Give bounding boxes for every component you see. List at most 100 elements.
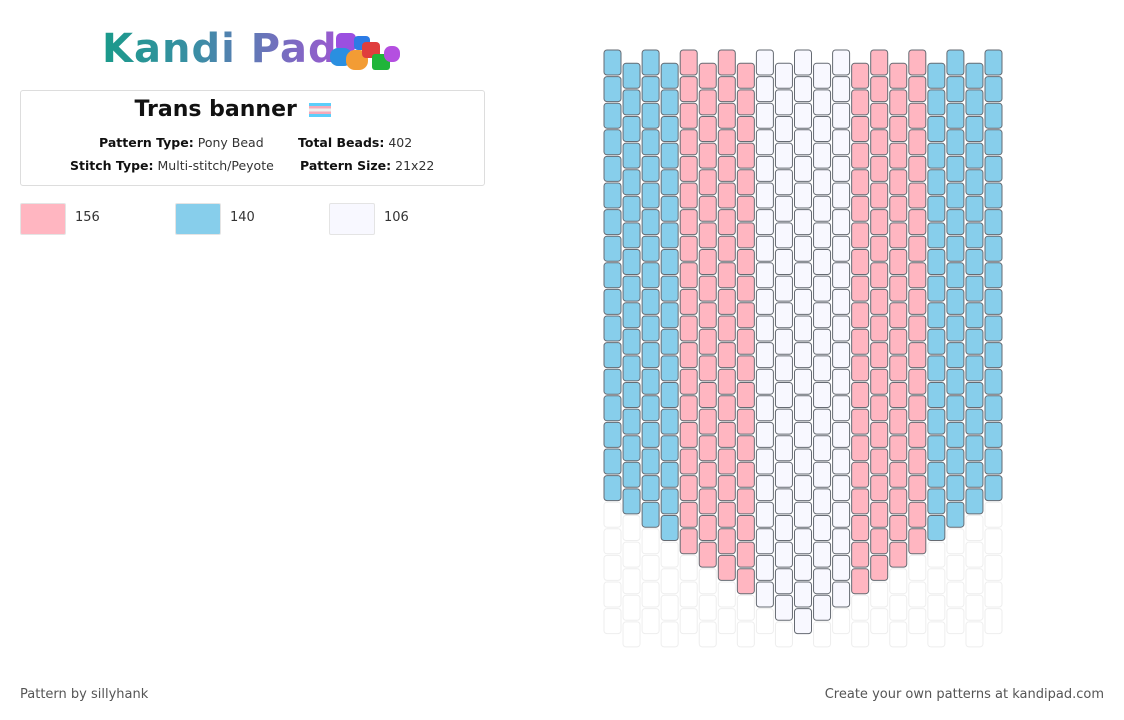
bead (813, 142, 832, 169)
bead (641, 182, 660, 209)
bead (870, 421, 889, 448)
bead (927, 355, 946, 382)
bead (813, 62, 832, 89)
bead (832, 315, 851, 342)
bead (755, 421, 774, 448)
bead (755, 528, 774, 555)
bead (717, 554, 736, 581)
bead (603, 448, 622, 475)
bead (946, 102, 965, 129)
title-row: Trans banner (0, 97, 465, 122)
bead (717, 475, 736, 502)
bead (755, 182, 774, 209)
bead (736, 116, 755, 142)
bead (603, 315, 622, 342)
bead (965, 249, 984, 275)
bead (774, 461, 793, 488)
color-swatch[interactable] (20, 203, 66, 235)
logo[interactable]: Kandi Pad (102, 26, 338, 72)
bead (927, 302, 946, 329)
empty-bead (927, 621, 946, 648)
bead (622, 302, 641, 329)
bead (660, 435, 679, 462)
bead (660, 488, 679, 515)
bead (794, 475, 812, 502)
promo-link[interactable]: Create your own patterns at kandipad.com (824, 687, 1104, 702)
bead (984, 315, 1003, 342)
bead (698, 408, 717, 435)
bead (622, 62, 641, 89)
empty-bead (774, 621, 793, 648)
bead (946, 315, 965, 342)
bead (813, 515, 832, 541)
bead (698, 382, 717, 408)
bead (717, 421, 736, 448)
empty-bead (755, 608, 774, 635)
bead (774, 275, 793, 302)
bead (870, 501, 889, 528)
bead (832, 581, 851, 608)
empty-bead (927, 568, 946, 595)
empty-bead (736, 594, 755, 621)
bead (698, 541, 717, 568)
bead (622, 488, 641, 515)
bead (774, 222, 793, 249)
empty-bead (641, 528, 660, 555)
bead (717, 155, 736, 182)
bead (889, 515, 908, 541)
bead (660, 89, 679, 116)
bead (736, 488, 755, 515)
empty-bead (965, 594, 984, 621)
bead (908, 155, 927, 182)
bead (965, 328, 984, 355)
bead (717, 528, 736, 555)
bead (889, 142, 908, 169)
bead (717, 129, 736, 156)
bead (641, 288, 660, 315)
bead (641, 129, 660, 156)
bead (889, 541, 908, 568)
bead (774, 382, 793, 408)
bead (755, 262, 774, 289)
bead (908, 395, 927, 422)
bead (870, 76, 889, 103)
bead (965, 89, 984, 116)
bead (736, 435, 755, 462)
bead (870, 209, 889, 236)
color-swatch[interactable] (329, 203, 375, 235)
bead (755, 395, 774, 422)
bead (622, 116, 641, 142)
bead (641, 49, 660, 76)
color-swatch[interactable] (175, 203, 221, 235)
bead (641, 235, 660, 262)
bead (660, 302, 679, 329)
bead (794, 421, 812, 448)
bead (965, 116, 984, 142)
bead (622, 195, 641, 222)
empty-bead (908, 581, 927, 608)
empty-bead (889, 621, 908, 648)
empty-bead (622, 594, 641, 621)
bead (603, 102, 622, 129)
empty-bead (946, 608, 965, 635)
bead (908, 209, 927, 236)
bead (946, 49, 965, 76)
bead (736, 355, 755, 382)
detail: Pattern Size: 21x22 (300, 158, 434, 173)
bead (774, 89, 793, 116)
bead (870, 448, 889, 475)
bead (870, 288, 889, 315)
bead (946, 76, 965, 103)
bead (794, 182, 812, 209)
bead (851, 355, 870, 382)
bead (660, 222, 679, 249)
bead (698, 461, 717, 488)
bead (851, 382, 870, 408)
bead (813, 169, 832, 196)
bead (813, 195, 832, 222)
credit: Pattern by sillyhank (20, 687, 149, 702)
bead (774, 435, 793, 462)
bead (755, 342, 774, 369)
bead (946, 209, 965, 236)
